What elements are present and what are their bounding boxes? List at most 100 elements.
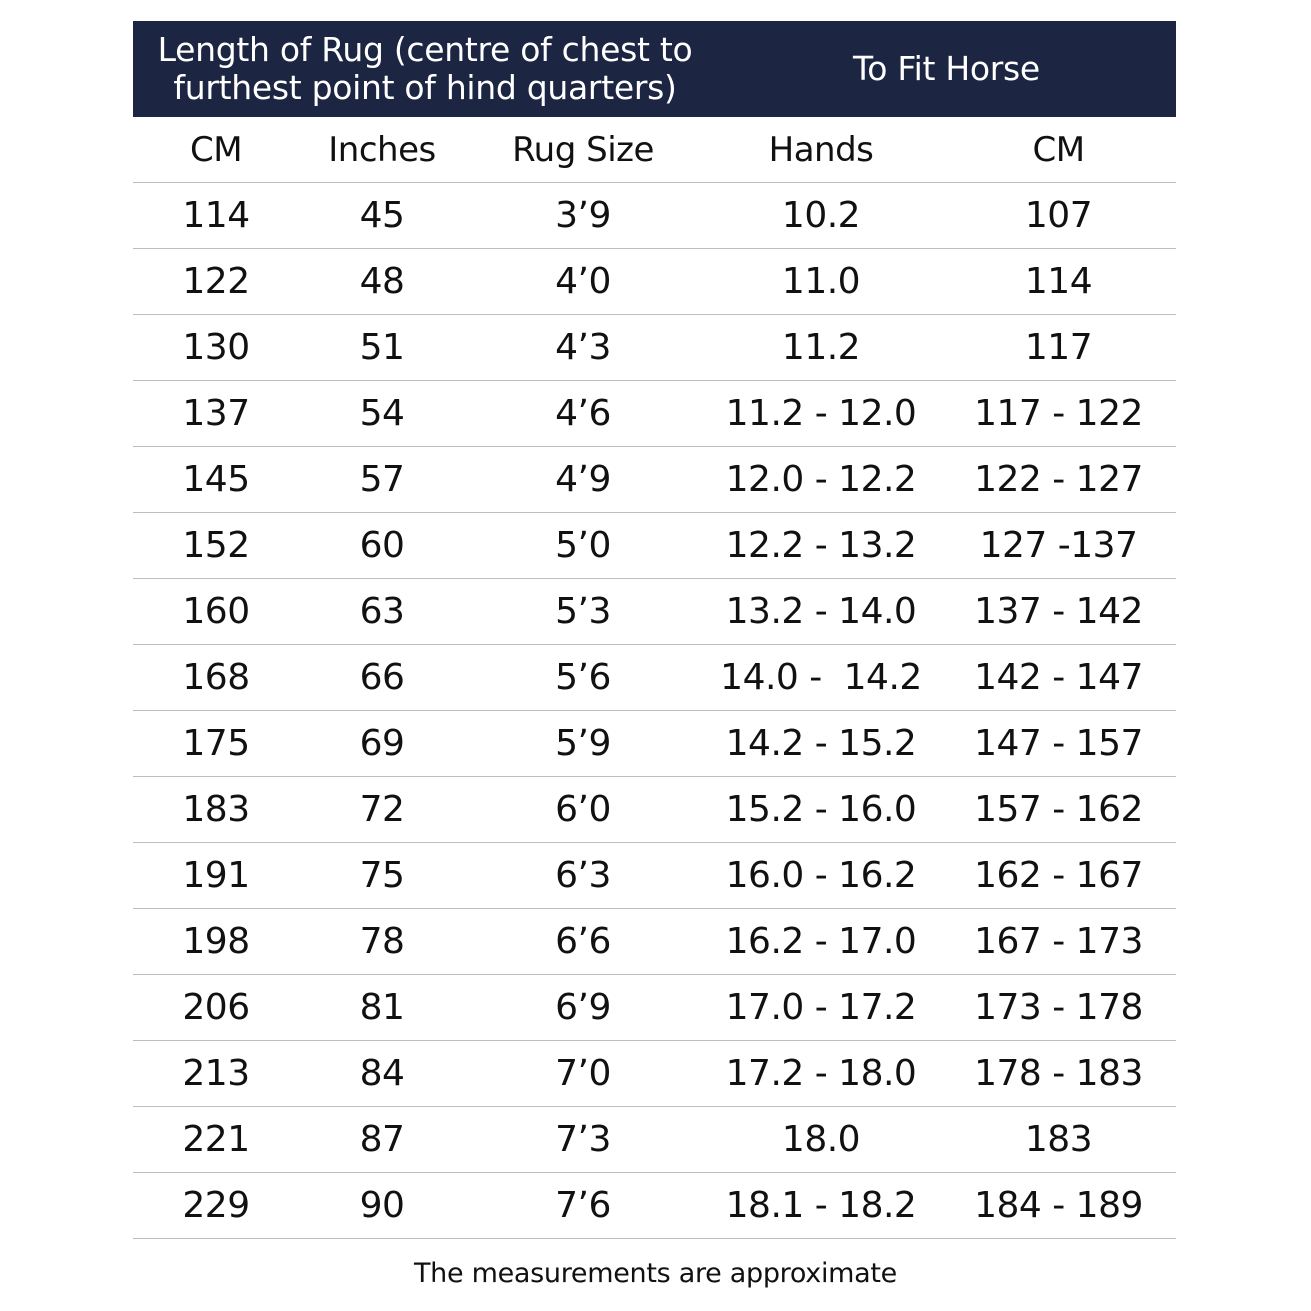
- rug-size-cell: 6’6: [555, 921, 611, 962]
- rug-cm-cell: 122: [182, 261, 250, 302]
- rug-size-cell: 4’6: [555, 393, 611, 434]
- horse-cm-cell: 137 - 142: [974, 591, 1143, 632]
- rug-cm-cell: 206: [182, 987, 250, 1028]
- rug-size-cell: 4’9: [555, 459, 611, 500]
- hands-cell: 11.2 - 12.0: [725, 393, 917, 434]
- rug-cm-cell: 229: [182, 1185, 250, 1226]
- rug-cm-cell: 175: [182, 723, 250, 764]
- rug-length-header-line1: Length of Rug (centre of chest to: [157, 30, 693, 69]
- inches-cell: 51: [359, 327, 405, 368]
- horse-cm-cell: 183: [1024, 1119, 1093, 1160]
- inches-cell: 60: [359, 525, 405, 566]
- hands-cell: 10.2: [781, 195, 861, 236]
- rug-size-cell: 6’9: [555, 987, 611, 1028]
- horse-cm-cell: 127 -137: [979, 525, 1138, 566]
- horse-cm-cell: 178 - 183: [974, 1053, 1143, 1094]
- table-row: 198 78 6’6 16.2 - 17.0 167 - 173: [133, 909, 1176, 975]
- horse-cm-cell: 157 - 162: [974, 789, 1143, 830]
- horse-cm-cell: 167 - 173: [974, 921, 1143, 962]
- table-row: 191 75 6’3 16.0 - 16.2 162 - 167: [133, 843, 1176, 909]
- horse-cm-cell: 107: [1024, 195, 1093, 236]
- inches-cell: 66: [359, 657, 405, 698]
- column-header-inches: Inches: [328, 129, 436, 170]
- rug-size-cell: 5’3: [555, 591, 611, 632]
- hands-cell: 16.0 - 16.2: [725, 855, 917, 896]
- rug-size-cell: 4’0: [555, 261, 611, 302]
- hands-cell: 12.0 - 12.2: [725, 459, 917, 500]
- hands-cell: 13.2 - 14.0: [725, 591, 917, 632]
- rug-cm-cell: 137: [182, 393, 250, 434]
- inches-cell: 81: [359, 987, 405, 1028]
- footnote: The measurements are approximate: [413, 1258, 897, 1289]
- table-row: 168 66 5’6 14.0 - 14.2 142 - 147: [133, 645, 1176, 711]
- rug-size-cell: 6’3: [555, 855, 611, 896]
- table-row: 130 51 4’3 11.2 117: [133, 315, 1176, 381]
- hands-cell: 17.2 - 18.0: [725, 1053, 917, 1094]
- rug-size-cell: 7’3: [555, 1119, 611, 1160]
- table-row: 221 87 7’3 18.0 183: [133, 1107, 1176, 1173]
- rug-length-group-header: Length of Rug (centre of chest to furthe…: [133, 21, 717, 117]
- horse-cm-cell: 117: [1024, 327, 1093, 368]
- rug-size-cell: 3’9: [555, 195, 611, 236]
- size-chart: Length of Rug (centre of chest to furthe…: [133, 21, 1176, 1239]
- inches-cell: 78: [359, 921, 405, 962]
- inches-cell: 75: [359, 855, 405, 896]
- inches-cell: 87: [359, 1119, 405, 1160]
- column-header-row: CM Inches Rug Size Hands CM: [133, 117, 1176, 183]
- inches-cell: 45: [359, 195, 405, 236]
- hands-cell: 18.0: [781, 1119, 861, 1160]
- hands-cell: 17.0 - 17.2: [725, 987, 917, 1028]
- table-row: 145 57 4’9 12.0 - 12.2 122 - 127: [133, 447, 1176, 513]
- hands-cell: 16.2 - 17.0: [725, 921, 917, 962]
- inches-cell: 69: [359, 723, 405, 764]
- table-row: 160 63 5’3 13.2 - 14.0 137 - 142: [133, 579, 1176, 645]
- table-row: 137 54 4’6 11.2 - 12.0 117 - 122: [133, 381, 1176, 447]
- inches-cell: 90: [359, 1185, 405, 1226]
- hands-cell: 11.2: [781, 327, 861, 368]
- rug-size-cell: 4’3: [555, 327, 611, 368]
- group-header-bar: Length of Rug (centre of chest to furthe…: [133, 21, 1176, 117]
- rug-size-cell: 7’6: [555, 1185, 611, 1226]
- hands-cell: 14.0 - 14.2: [720, 657, 922, 698]
- horse-cm-cell: 162 - 167: [974, 855, 1143, 896]
- horse-cm-cell: 184 - 189: [974, 1185, 1143, 1226]
- rug-cm-cell: 221: [182, 1119, 250, 1160]
- horse-cm-cell: 147 - 157: [974, 723, 1143, 764]
- rug-cm-cell: 130: [182, 327, 250, 368]
- horse-cm-cell: 114: [1024, 261, 1093, 302]
- table-row: 114 45 3’9 10.2 107: [133, 183, 1176, 249]
- hands-cell: 14.2 - 15.2: [725, 723, 917, 764]
- hands-cell: 18.1 - 18.2: [725, 1185, 917, 1226]
- rug-length-header-line2: furthest point of hind quarters): [173, 68, 677, 107]
- inches-cell: 54: [359, 393, 405, 434]
- rug-cm-cell: 183: [182, 789, 250, 830]
- rug-cm-cell: 145: [182, 459, 250, 500]
- table-body: 114 45 3’9 10.2 107 122 48 4’0 11.0 114 130 51 4’3 11…: [133, 183, 1176, 1239]
- rug-cm-cell: 160: [182, 591, 250, 632]
- table-row: 152 60 5’0 12.2 - 13.2 127 -137: [133, 513, 1176, 579]
- inches-cell: 84: [359, 1053, 405, 1094]
- table-row: 206 81 6’9 17.0 - 17.2 173 - 178: [133, 975, 1176, 1041]
- rug-size-cell: 5’0: [555, 525, 611, 566]
- rug-cm-cell: 152: [182, 525, 250, 566]
- rug-size-cell: 7’0: [555, 1053, 611, 1094]
- column-header-rug-size: Rug Size: [512, 129, 654, 170]
- inches-cell: 57: [359, 459, 405, 500]
- table-row: 175 69 5’9 14.2 - 15.2 147 - 157: [133, 711, 1176, 777]
- rug-cm-cell: 213: [182, 1053, 250, 1094]
- column-header-horse-cm: CM: [1032, 129, 1085, 170]
- inches-cell: 48: [359, 261, 405, 302]
- horse-cm-cell: 122 - 127: [974, 459, 1143, 500]
- table-row: 183 72 6’0 15.2 - 16.0 157 - 162: [133, 777, 1176, 843]
- rug-size-cell: 5’6: [555, 657, 611, 698]
- horse-cm-cell: 142 - 147: [974, 657, 1143, 698]
- hands-cell: 11.0: [781, 261, 861, 302]
- table-row: 122 48 4’0 11.0 114: [133, 249, 1176, 315]
- hands-cell: 15.2 - 16.0: [725, 789, 917, 830]
- rug-size-cell: 5’9: [555, 723, 611, 764]
- rug-cm-cell: 114: [182, 195, 250, 236]
- column-header-cm: CM: [189, 129, 243, 170]
- column-header-hands: Hands: [768, 129, 874, 170]
- rug-size-cell: 6’0: [555, 789, 611, 830]
- table-row: 229 90 7’6 18.1 - 18.2 184 - 189: [133, 1173, 1176, 1239]
